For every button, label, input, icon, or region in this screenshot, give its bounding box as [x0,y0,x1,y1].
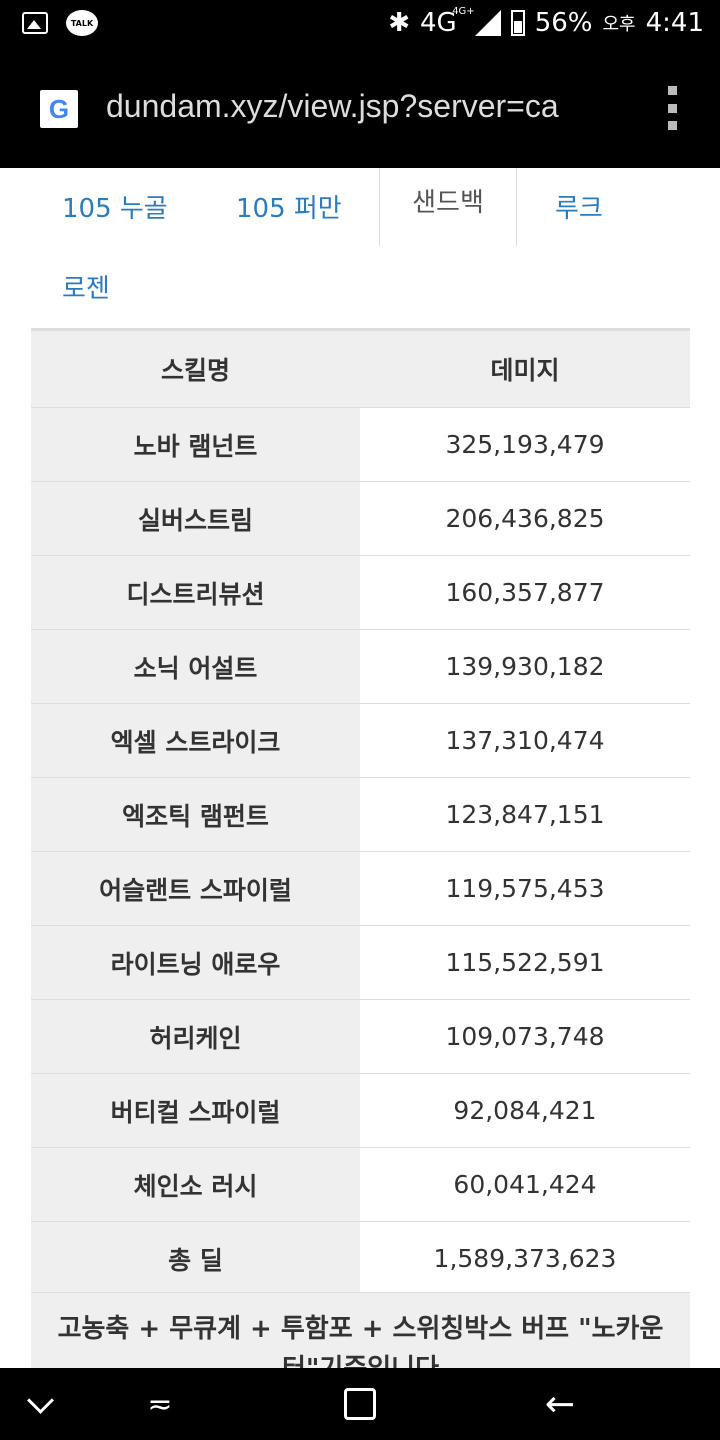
damage-value: 109,073,748 [360,999,690,1074]
address-bar: G dundam.xyz/view.jsp?server=ca [0,52,720,168]
damage-value: 206,436,825 [360,481,690,556]
navigation-bar: ≂ ← [0,1368,720,1440]
chevron-down-icon [26,1386,54,1414]
total-row: 총 딜 1,589,373,623 [31,1221,690,1295]
table-row: 엑조틱 램펀트 123,847,151 [31,777,690,852]
signal-icon [474,10,501,36]
recents-icon: ≂ [147,1386,173,1422]
overflow-menu-icon[interactable] [666,86,678,130]
damage-value: 325,193,479 [360,407,690,482]
table-row: 버티컬 스파이럴 92,084,421 [31,1073,690,1148]
tab-105-nugol[interactable]: 105 누골 [62,194,168,224]
table-row: 노바 램넌트 325,193,479 [31,407,690,482]
damage-value: 60,041,424 [360,1147,690,1222]
tab-bar: 105 누골 105 퍼만 샌드백 루크 로젠 [0,168,720,328]
skill-name: 디스트리뷰션 [31,555,360,630]
tab-105-perman[interactable]: 105 퍼만 [236,194,342,224]
table-row: 허리케인 109,073,748 [31,999,690,1074]
network-type: 4G 4G+ [419,6,475,38]
damage-value: 119,575,453 [360,851,690,926]
tab-rosen[interactable]: 로젠 [62,274,110,304]
home-button[interactable] [320,1368,400,1440]
ampm-label: 오후 [602,14,636,35]
skill-name: 노바 램넌트 [31,407,360,482]
damage-value: 139,930,182 [360,629,690,704]
battery-icon [510,10,525,36]
header-skill: 스킬명 [31,328,360,408]
tab-sandbag[interactable]: 샌드백 [379,168,517,246]
skill-name: 체인소 러시 [31,1147,360,1222]
damage-value: 115,522,591 [360,925,690,1000]
hide-nav-button[interactable] [0,1368,80,1440]
table-row: 라이트닝 애로우 115,522,591 [31,925,690,1000]
total-label: 총 딜 [31,1221,360,1295]
status-bar: TALK ✱ 4G 4G+ 56% 오후 4:41 [0,0,720,52]
skill-name: 실버스트림 [31,481,360,556]
damage-table: 스킬명 데미지 노바 램넌트 325,193,479 실버스트림 206,436,8… [31,328,690,1295]
skill-name: 버티컬 스파이럴 [31,1073,360,1148]
skill-name: 어슬랜트 스파이럴 [31,851,360,926]
bluetooth-icon: ✱ [388,8,410,38]
battery-level: 56% [534,8,593,38]
skill-name: 엑셀 스트라이크 [31,703,360,778]
gallery-icon [22,12,48,34]
clock: 4:41 [645,8,704,38]
url-field[interactable]: dundam.xyz/view.jsp?server=ca [106,88,559,124]
skill-name: 허리케인 [31,999,360,1074]
header-damage: 데미지 [360,328,690,408]
table-row: 소닉 어설트 139,930,182 [31,629,690,704]
google-icon: G [40,90,78,128]
skill-name: 엑조틱 램펀트 [31,777,360,852]
damage-value: 92,084,421 [360,1073,690,1148]
skill-name: 라이트닝 애로우 [31,925,360,1000]
back-button[interactable]: ← [520,1368,600,1440]
table-header-row: 스킬명 데미지 [31,328,690,408]
tab-luke[interactable]: 루크 [555,194,603,224]
table-row: 디스트리뷰션 160,357,877 [31,555,690,630]
table-row: 어슬랜트 스파이럴 119,575,453 [31,851,690,926]
table-row: 실버스트림 206,436,825 [31,481,690,556]
skill-name: 소닉 어설트 [31,629,360,704]
damage-value: 160,357,877 [360,555,690,630]
damage-value: 137,310,474 [360,703,690,778]
recents-button[interactable]: ≂ [120,1368,200,1440]
total-value: 1,589,373,623 [360,1221,690,1295]
table-row: 체인소 러시 60,041,424 [31,1147,690,1222]
home-icon [344,1388,376,1420]
table-row: 엑셀 스트라이크 137,310,474 [31,703,690,778]
back-arrow-icon: ← [544,1383,576,1425]
kakaotalk-icon: TALK [66,10,98,36]
damage-value: 123,847,151 [360,777,690,852]
